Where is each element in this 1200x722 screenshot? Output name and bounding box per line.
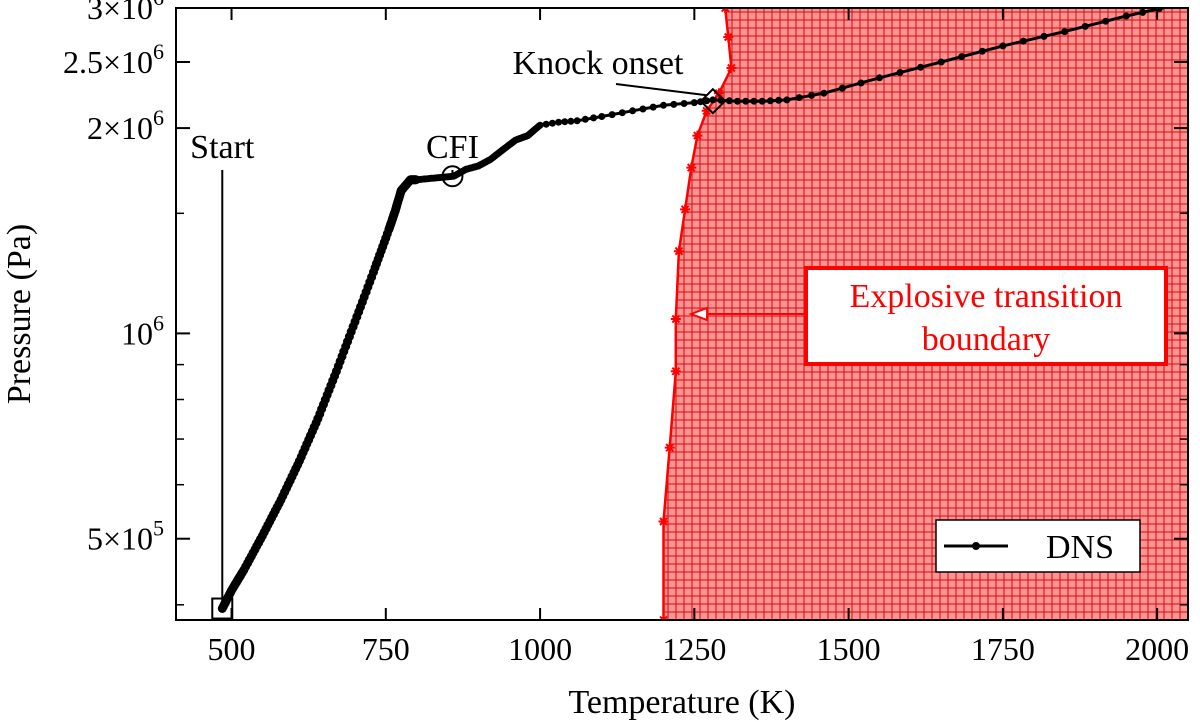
x-tick-label: 1750	[971, 631, 1035, 667]
dns-point	[1040, 32, 1048, 40]
dns-point	[1139, 8, 1147, 16]
boundary-label-line2: boundary	[922, 321, 1050, 358]
dns-point	[783, 96, 791, 104]
dns-point	[536, 121, 544, 129]
boundary-point	[714, 88, 724, 99]
boundary-point	[701, 105, 712, 116]
dns-point	[857, 79, 865, 87]
legend-label: DNS	[1046, 529, 1114, 566]
y-tick-label: 5×105	[87, 516, 164, 557]
dns-point	[742, 97, 750, 105]
boundary-point	[686, 162, 697, 173]
boundary-label-line1: Explosive transition	[850, 278, 1123, 315]
dns-point	[1102, 17, 1110, 25]
x-tick-label: 500	[208, 631, 256, 667]
dns-point	[1122, 12, 1130, 20]
start-label: Start	[190, 129, 255, 166]
legend-marker	[972, 542, 980, 550]
dns-point	[555, 118, 563, 126]
series-layer	[217, 8, 1170, 620]
dns-point	[703, 97, 711, 105]
dns-point	[876, 74, 883, 82]
dns-point	[618, 109, 626, 117]
dns-point	[629, 107, 637, 115]
dns-point	[680, 100, 688, 107]
dns-point	[590, 114, 598, 122]
dns-point	[838, 84, 846, 92]
knock-leader-line	[615, 83, 707, 97]
dns-point	[581, 115, 589, 123]
dns-point	[598, 113, 606, 120]
x-tick-label: 1250	[662, 631, 726, 667]
dns-point	[660, 101, 667, 109]
dns-point	[978, 47, 986, 55]
y-tick-label: 106	[121, 310, 164, 351]
dns-point	[896, 69, 904, 76]
boundary-line	[662, 8, 733, 620]
boundary-label-box: Explosive transition boundary	[804, 266, 1168, 366]
x-tick-label: 2000	[1125, 631, 1189, 667]
boundary-point	[692, 130, 703, 141]
dns-point	[820, 89, 828, 97]
y-axis-title: Pressure (Pa)	[1, 224, 38, 404]
boundary-point	[723, 32, 734, 42]
boundary-point	[658, 516, 669, 527]
dns-point	[573, 117, 581, 125]
dns-point	[766, 97, 774, 105]
dns-point	[548, 119, 556, 127]
boundary-point	[670, 366, 681, 377]
dns-point	[1061, 28, 1069, 36]
dns-point	[639, 105, 647, 113]
boundary-arrow-head	[688, 306, 709, 322]
cfi-marker	[441, 165, 464, 188]
ticks-layer: 500 750 1000 1250 1500 1750 2000 5×105 106 2×106 2…	[63, 0, 1189, 667]
dns-point	[1019, 37, 1027, 45]
y-tick-label: 3×106	[87, 0, 164, 26]
dns-point	[670, 100, 678, 108]
dns-point	[937, 58, 945, 66]
boundary-point	[673, 246, 684, 257]
boundary-point	[664, 442, 675, 453]
knock-label: Knock onset	[513, 45, 684, 82]
dns-point	[758, 97, 766, 105]
dns-point	[608, 111, 616, 119]
dns-point	[725, 97, 733, 105]
annotations-layer: Start CFI Knock onset	[190, 45, 806, 620]
dns-point	[561, 118, 569, 126]
dns-point	[709, 96, 717, 104]
dns-point	[649, 103, 657, 111]
dns-point	[999, 42, 1007, 50]
boundary-point	[726, 63, 737, 73]
dns-point	[734, 97, 741, 105]
dns-point	[542, 120, 550, 128]
dns-point	[775, 96, 783, 104]
dns-point	[1081, 22, 1089, 30]
x-tick-label: 1000	[508, 631, 572, 667]
y-tick-label: 2.5×106	[63, 39, 164, 80]
plot-frame	[175, 7, 1189, 621]
boundary-point	[670, 314, 681, 324]
dns-point	[690, 99, 698, 107]
dns-point	[567, 117, 575, 125]
start-marker	[211, 597, 234, 620]
knock-marker	[699, 87, 727, 115]
y-tick-label: 2×106	[87, 105, 164, 146]
legend: DNS	[935, 519, 1141, 573]
dns-point	[917, 63, 925, 71]
cfi-label: CFI	[426, 129, 479, 166]
dns-point	[795, 94, 803, 102]
boundary-point	[680, 204, 691, 215]
x-tick-label: 750	[362, 631, 410, 667]
dns-point	[808, 91, 816, 99]
x-tick-label: 1500	[817, 631, 881, 667]
dns-point	[750, 97, 758, 105]
dns-point	[958, 53, 966, 61]
x-axis-title: Temperature (K)	[569, 684, 796, 721]
